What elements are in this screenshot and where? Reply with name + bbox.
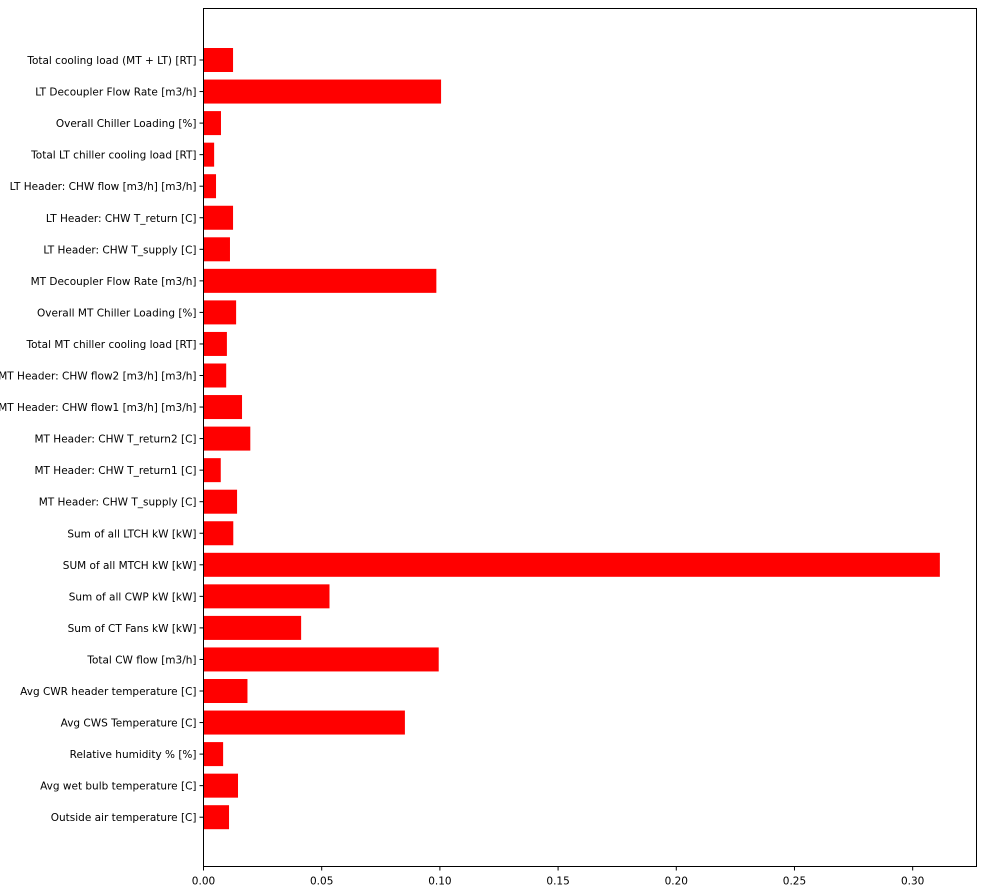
- y-tick-label: MT Header: CHW T_return2 [C]: [35, 434, 197, 446]
- y-tick-label: MT Decoupler Flow Rate [m3/h]: [31, 276, 197, 288]
- bar: [203, 521, 234, 546]
- x-tick-label: 0.05: [310, 876, 333, 888]
- bar: [203, 331, 227, 356]
- y-tick-labels: Total cooling load (MT + LT) [RT] LT Deco…: [0, 55, 204, 824]
- y-tick-label: Relative humidity % [%]: [70, 749, 197, 761]
- bar: [203, 205, 234, 230]
- x-axis-ticks: 0.00 0.05 0.10 0.15 0.20 0.25 0.30: [192, 866, 924, 888]
- bar: [203, 268, 437, 293]
- x-tick-label: 0.30: [901, 876, 924, 888]
- bars-layer: [203, 48, 940, 830]
- bar: [203, 805, 230, 830]
- y-tick-label: MT Header: CHW T_return1 [C]: [35, 465, 197, 477]
- y-tick-label: LT Decoupler Flow Rate [m3/h]: [35, 87, 196, 99]
- bar: [203, 615, 302, 640]
- y-tick-label: MT Header: CHW flow2 [m3/h] [m3/h]: [0, 371, 197, 383]
- y-tick-label: LT Header: CHW T_return [C]: [46, 213, 197, 225]
- y-tick-label: Outside air temperature [C]: [51, 812, 197, 824]
- y-tick-label: Avg CWR header temperature [C]: [20, 686, 196, 698]
- y-tick-label: Avg CWS Temperature [C]: [61, 718, 197, 730]
- bar: [203, 174, 217, 199]
- bar: [203, 395, 243, 420]
- x-tick-label: 0.10: [428, 876, 451, 888]
- bar: [203, 710, 405, 735]
- x-tick-label: 0.15: [546, 876, 569, 888]
- bar: [203, 489, 238, 514]
- bar: [203, 48, 234, 72]
- bar: [203, 552, 940, 577]
- y-tick-label: Overall Chiller Loading [%]: [56, 118, 197, 130]
- bar: [203, 426, 251, 451]
- y-tick-label: LT Header: CHW flow [m3/h] [m3/h]: [10, 181, 197, 193]
- bar: [203, 584, 330, 609]
- y-tick-label: Sum of all CWP kW [kW]: [69, 591, 197, 603]
- bar: [203, 300, 237, 325]
- y-tick-label: MT Header: CHW flow1 [m3/h] [m3/h]: [0, 402, 197, 414]
- bar: [203, 363, 227, 388]
- x-tick-label: 0.00: [192, 876, 215, 888]
- bar: [203, 458, 221, 483]
- bar: [203, 111, 221, 136]
- y-tick-label: SUM of all MTCH kW [kW]: [63, 560, 197, 572]
- y-tick-label: LT Header: CHW T_supply [C]: [43, 244, 196, 256]
- y-tick-label: Total MT chiller cooling load [RT]: [26, 339, 197, 351]
- x-tick-label: 0.25: [783, 876, 806, 888]
- bar: [203, 237, 230, 262]
- y-tick-label: Overall MT Chiller Loading [%]: [37, 307, 196, 319]
- y-tick-label: Total LT chiller cooling load [RT]: [30, 150, 196, 162]
- y-tick-label: Sum of CT Fans kW [kW]: [68, 623, 197, 635]
- bar: [203, 679, 248, 703]
- bar: [203, 647, 439, 672]
- y-tick-label: Total CW flow [m3/h]: [86, 654, 196, 666]
- bar: [203, 79, 442, 104]
- y-tick-label: Total cooling load (MT + LT) [RT]: [26, 55, 196, 67]
- bar: [203, 742, 224, 767]
- y-tick-label: MT Header: CHW T_supply [C]: [39, 497, 197, 509]
- plot-frame: [203, 8, 977, 867]
- bar: [203, 773, 239, 798]
- y-tick-label: Avg wet bulb temperature [C]: [40, 781, 196, 793]
- bar: [203, 142, 215, 167]
- x-tick-label: 0.20: [665, 876, 688, 888]
- y-tick-label: Sum of all LTCH kW [kW]: [67, 528, 196, 540]
